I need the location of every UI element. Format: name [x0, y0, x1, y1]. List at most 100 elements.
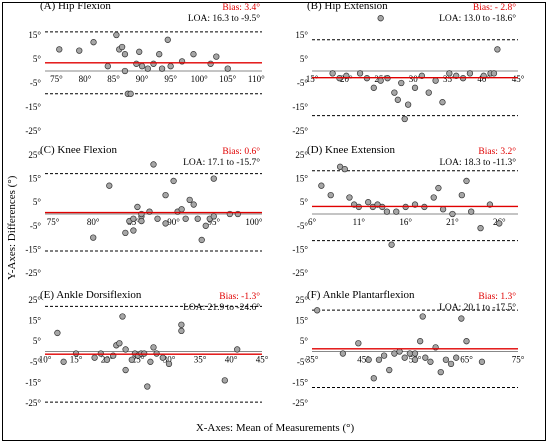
data-point [365, 199, 372, 206]
data-point [234, 346, 241, 353]
loa-label: LOA: 13.0 to -18.6° [439, 13, 516, 24]
loa-label: LOA: 21.9 to -24.6° [183, 302, 260, 313]
y-tick-label: -15° [25, 244, 41, 254]
y-tick-label: 15° [295, 316, 308, 326]
data-point [150, 60, 157, 67]
data-point [377, 15, 384, 22]
data-point [122, 346, 129, 353]
data-point [477, 225, 484, 232]
x-tick-label: 25° [132, 355, 145, 365]
x-tick-label: 105° [219, 74, 237, 84]
data-point [432, 77, 439, 84]
bias-label: Bias: 3.4° [222, 2, 260, 13]
data-point [167, 63, 174, 70]
data-point [138, 217, 145, 225]
x-axis-label: X-Axes: Mean of Measurements (°) [195, 422, 355, 434]
data-point [391, 89, 398, 96]
x-tick-label: 85° [107, 74, 120, 84]
data-point [104, 63, 111, 70]
data-point [439, 206, 447, 213]
data-point [458, 191, 465, 199]
data-point [490, 70, 498, 77]
data-point [127, 90, 134, 97]
panel-2: 15°5°-5°-15°-25°15°20°25°30°35°40°45°(B)… [292, 0, 524, 136]
panel-title: (D) Knee Extension [307, 144, 395, 156]
loa-label: LOA: 16.3 to -9.5° [188, 13, 260, 24]
y-tick-label: 5° [33, 197, 42, 207]
figure-frame [2, 2, 546, 441]
data-point [394, 96, 401, 103]
data-point [380, 352, 388, 359]
data-point [178, 206, 185, 213]
data-point [165, 360, 173, 368]
data-point [146, 208, 153, 215]
panel-3: 25° 15° 5° -5° -15° -25° 75° 80° 85° 90° 95° 100° (C… [25, 144, 263, 278]
data-point [375, 356, 383, 363]
data-point [118, 43, 126, 51]
data-point [346, 194, 353, 201]
data-point [314, 307, 321, 314]
y-tick-label: 5° [300, 54, 309, 64]
x-tick-label: 80° [87, 217, 100, 227]
y-tick-label: 5° [300, 197, 309, 207]
y-tick-label: 25° [28, 150, 41, 160]
y-tick-label: -15° [292, 102, 308, 112]
y-tick-label: -25° [25, 126, 41, 136]
panel-title: (E) Ankle Dorsiflexion [40, 289, 142, 301]
data-point [388, 241, 395, 248]
data-point [494, 46, 501, 53]
x-tick-label: 10° [39, 355, 52, 365]
x-tick-label: 65° [460, 355, 473, 365]
y-tick-label: -5° [297, 78, 308, 88]
data-point [54, 329, 61, 337]
panel-title: (C) Knee Flexion [40, 144, 117, 156]
panel-1: 15° 5° -5° -15° -25° 75° 80° 85° 90° 95° 100° 105° 1… [25, 0, 265, 136]
data-point [329, 70, 336, 77]
x-tick-label: 35° [443, 74, 456, 84]
x-tick-label: 75° [512, 355, 525, 365]
data-point [318, 182, 325, 189]
data-point [370, 375, 377, 382]
data-point [150, 344, 157, 351]
data-point [224, 65, 231, 72]
data-point [427, 358, 434, 365]
y-tick-label: 15° [28, 316, 41, 326]
data-point [453, 354, 460, 361]
data-point [159, 354, 166, 361]
x-tick-label: 95° [164, 74, 177, 84]
y-tick-label: 25° [295, 295, 308, 305]
bias-label: Bias: - 2.8° [473, 2, 516, 13]
data-point [449, 210, 456, 218]
data-point [210, 213, 217, 220]
x-tick-label: 100° [191, 74, 209, 84]
data-point [147, 358, 154, 365]
x-tick-label: 11° [353, 217, 366, 227]
data-point [417, 338, 424, 345]
data-point [202, 222, 209, 229]
x-tick-label: 75° [50, 74, 63, 84]
data-point [162, 191, 169, 199]
data-point [56, 46, 63, 53]
x-tick-label: 21° [446, 217, 459, 227]
y-tick-label: -15° [292, 244, 308, 254]
data-point [136, 48, 143, 55]
data-point [103, 356, 111, 363]
y-tick-label: -5° [30, 221, 41, 231]
data-point [463, 177, 470, 185]
y-tick-label: -25° [25, 268, 41, 278]
data-point [411, 84, 419, 91]
data-point [396, 348, 403, 355]
y-tick-label: -25° [292, 126, 308, 136]
x-tick-label: 110° [248, 74, 265, 84]
y-tick-label: -15° [25, 102, 41, 112]
data-point [210, 175, 217, 182]
data-point [463, 338, 470, 345]
data-point [76, 47, 83, 54]
data-point [162, 220, 169, 227]
y-tick-label: -25° [292, 268, 308, 278]
data-point [207, 60, 214, 67]
bias-label: Bias: 3.2° [478, 146, 516, 157]
y-tick-label: -5° [297, 221, 308, 231]
y-tick-label: -5° [30, 357, 41, 367]
